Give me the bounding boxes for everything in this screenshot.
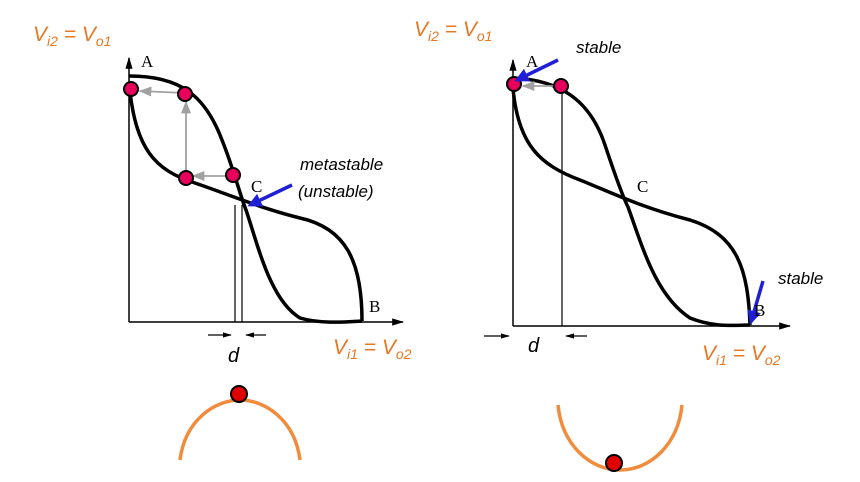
right-point-b-label: B [754, 301, 765, 320]
left-annotation-metastable: metastable [300, 155, 383, 174]
right-vtc-curve-1 [512, 76, 751, 328]
left-marker-3 [178, 170, 194, 186]
left-d-label: d [228, 345, 240, 367]
right-d-label: d [528, 335, 540, 357]
left-marker-1 [123, 81, 139, 97]
left-ball [230, 385, 248, 403]
left-y-axis-label: Vi2 = Vo1 [33, 23, 111, 49]
left-panel: A C B metastable (unstable) Vi2 = Vo1 Vi… [33, 23, 412, 461]
right-annotation-stable-bottom: stable [778, 269, 823, 288]
right-marker-2 [553, 78, 569, 94]
left-marker-4 [225, 167, 241, 183]
right-panel: A C B stable stable Vi2 = Vo1 Vi1 = Vo2 … [414, 18, 823, 472]
left-x-axis-label: Vi1 = Vo2 [333, 336, 412, 362]
right-point-c-label: C [637, 177, 648, 196]
right-x-axis-label: Vi1 = Vo2 [702, 342, 781, 368]
right-stable-arrow-top [514, 58, 559, 82]
right-ball [605, 454, 623, 472]
right-annotation-stable-top: stable [576, 38, 621, 57]
right-valley-surface [556, 404, 684, 472]
left-vtc-curve-2 [127, 81, 364, 322]
left-metastable-arrow [247, 183, 293, 207]
left-vtc-curve-1 [128, 74, 363, 324]
left-point-b-label: B [369, 297, 380, 316]
left-point-a-label: A [141, 52, 154, 71]
right-vtc-curve-2 [511, 87, 752, 326]
left-hill-surface [178, 398, 302, 461]
right-y-axis-label: Vi2 = Vo1 [414, 18, 492, 44]
left-point-c-label: C [251, 177, 262, 196]
left-marker-2 [177, 86, 193, 102]
left-annotation-unstable: (unstable) [298, 182, 374, 201]
right-point-a-label: A [526, 52, 539, 71]
right-stable-arrow-bottom [747, 280, 765, 325]
